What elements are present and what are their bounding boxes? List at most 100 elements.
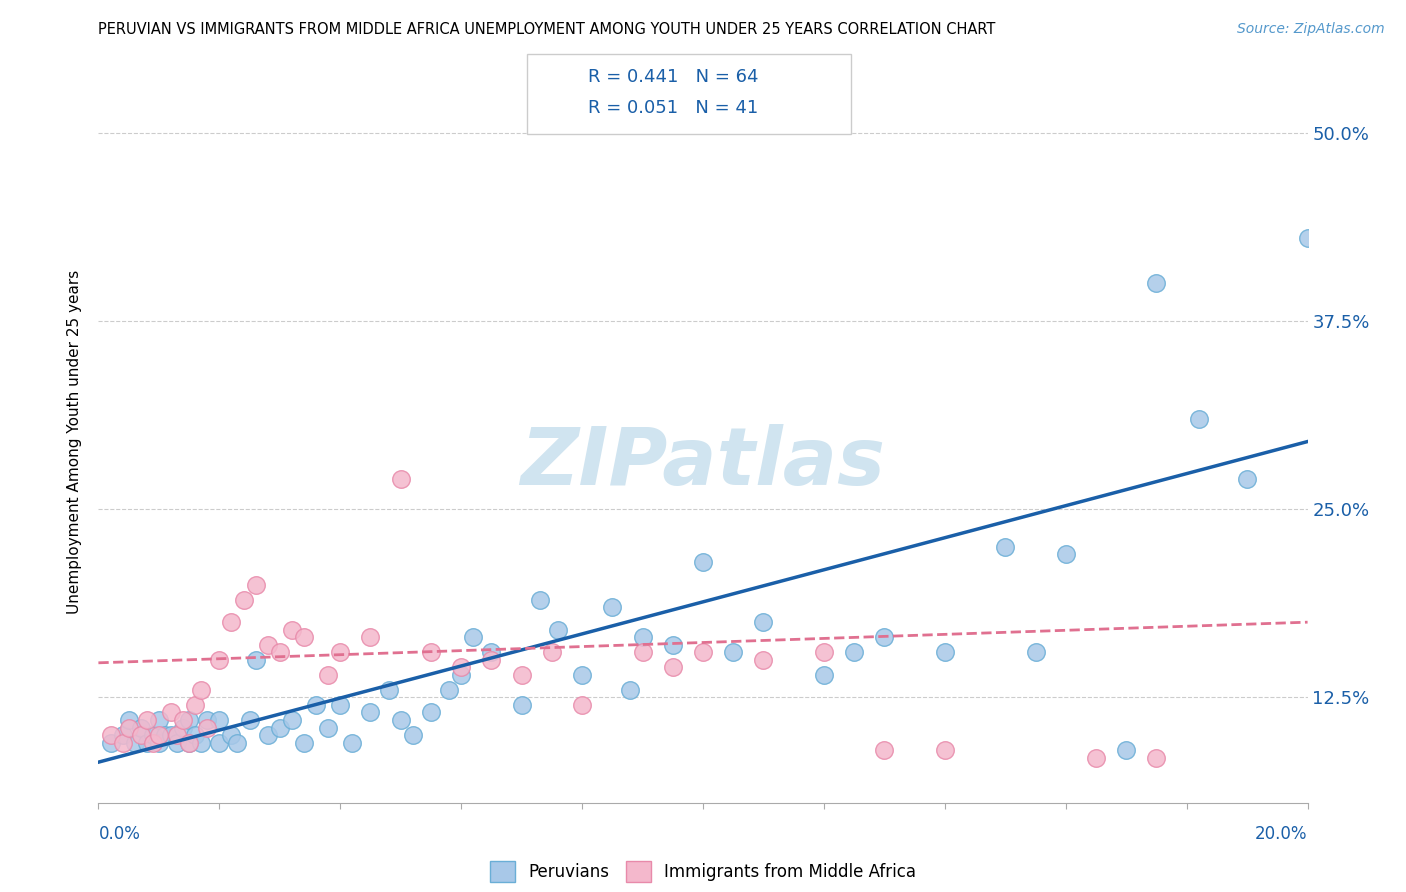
Point — [450, 668, 472, 682]
Point — [723, 645, 745, 659]
Point — [547, 623, 569, 637]
Point — [481, 653, 503, 667]
Point — [1144, 750, 1167, 764]
Point — [118, 713, 141, 727]
Point — [1296, 231, 1319, 245]
Point — [389, 713, 412, 727]
Text: ZIPatlas: ZIPatlas — [520, 425, 886, 502]
Point — [172, 713, 194, 727]
Point — [118, 721, 141, 735]
Point — [111, 728, 134, 742]
Point — [135, 735, 157, 749]
Point — [226, 735, 249, 749]
Point — [450, 660, 472, 674]
Point — [1236, 472, 1258, 486]
Point — [179, 735, 201, 749]
Point — [661, 660, 683, 674]
Point — [1054, 548, 1077, 562]
Text: Source: ZipAtlas.com: Source: ZipAtlas.com — [1237, 22, 1385, 37]
Point — [377, 682, 399, 697]
Point — [844, 645, 866, 659]
Point — [221, 615, 243, 630]
Point — [420, 645, 443, 659]
Point — [148, 735, 170, 749]
Point — [510, 668, 533, 682]
Point — [232, 592, 254, 607]
Point — [195, 721, 218, 735]
Text: PERUVIAN VS IMMIGRANTS FROM MIDDLE AFRICA UNEMPLOYMENT AMONG YOUTH UNDER 25 YEAR: PERUVIAN VS IMMIGRANTS FROM MIDDLE AFRIC… — [98, 22, 995, 37]
Point — [602, 600, 624, 615]
Point — [571, 698, 593, 712]
Point — [316, 668, 339, 682]
Point — [166, 728, 188, 742]
Point — [124, 735, 146, 749]
Point — [529, 592, 551, 607]
Point — [160, 728, 183, 742]
Point — [281, 713, 304, 727]
Point — [208, 735, 231, 749]
Point — [179, 735, 201, 749]
Point — [195, 713, 218, 727]
Point — [873, 743, 896, 757]
Point — [631, 645, 654, 659]
Point — [360, 706, 382, 720]
Text: R = 0.441   N = 64: R = 0.441 N = 64 — [588, 68, 758, 86]
Point — [100, 735, 122, 749]
Point — [692, 555, 714, 569]
Point — [269, 721, 291, 735]
Point — [692, 645, 714, 659]
Point — [135, 713, 157, 727]
Point — [305, 698, 328, 712]
Point — [934, 743, 956, 757]
Point — [142, 728, 165, 742]
Point — [148, 728, 170, 742]
Point — [631, 630, 654, 644]
Point — [481, 645, 503, 659]
Point — [813, 645, 835, 659]
Point — [934, 645, 956, 659]
Point — [360, 630, 382, 644]
Point — [184, 728, 207, 742]
Point — [510, 698, 533, 712]
Point — [148, 713, 170, 727]
Point — [1085, 750, 1108, 764]
Point — [256, 638, 278, 652]
Point — [292, 735, 315, 749]
Point — [208, 653, 231, 667]
Point — [239, 713, 262, 727]
Point — [100, 728, 122, 742]
Point — [661, 638, 683, 652]
Y-axis label: Unemployment Among Youth under 25 years: Unemployment Among Youth under 25 years — [67, 269, 83, 614]
Point — [1144, 277, 1167, 291]
Point — [540, 645, 562, 659]
Point — [1188, 412, 1211, 426]
Point — [281, 623, 304, 637]
Point — [752, 653, 775, 667]
Point — [172, 721, 194, 735]
Point — [571, 668, 593, 682]
Point — [420, 706, 443, 720]
Point — [142, 735, 165, 749]
Text: R = 0.051   N = 41: R = 0.051 N = 41 — [588, 99, 758, 117]
Point — [269, 645, 291, 659]
Point — [292, 630, 315, 644]
Point — [752, 615, 775, 630]
Point — [994, 540, 1017, 554]
Point — [437, 682, 460, 697]
Legend: Peruvians, Immigrants from Middle Africa: Peruvians, Immigrants from Middle Africa — [484, 855, 922, 888]
Point — [463, 630, 485, 644]
Point — [813, 668, 835, 682]
Point — [190, 735, 212, 749]
Point — [160, 706, 183, 720]
Point — [221, 728, 243, 742]
Point — [184, 698, 207, 712]
Point — [166, 735, 188, 749]
Text: 20.0%: 20.0% — [1256, 825, 1308, 843]
Point — [256, 728, 278, 742]
Point — [342, 735, 364, 749]
Point — [129, 728, 152, 742]
Point — [873, 630, 896, 644]
Point — [153, 728, 176, 742]
Point — [1115, 743, 1137, 757]
Point — [329, 698, 352, 712]
